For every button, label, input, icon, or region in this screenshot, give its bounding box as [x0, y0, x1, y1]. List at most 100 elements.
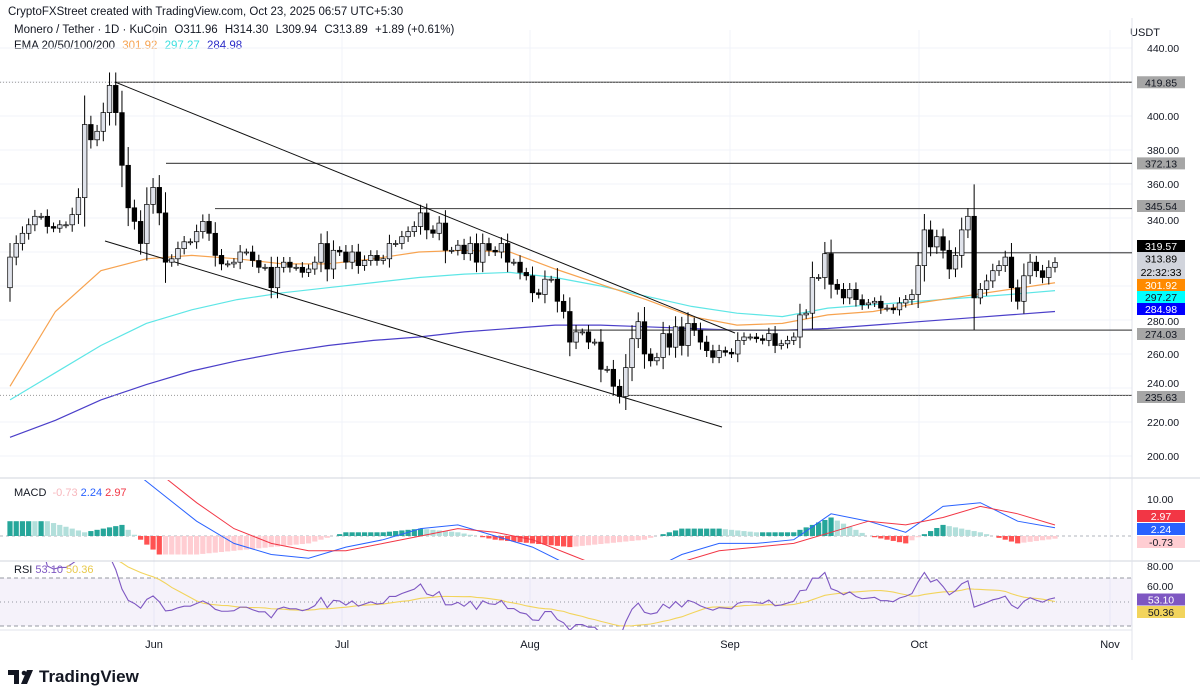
rsi-value: 53.10: [35, 564, 63, 576]
macd-histogram-bar: [131, 534, 138, 536]
macd-histogram-bar: [927, 531, 934, 536]
rsi-band: [0, 578, 1132, 626]
currency-label: USDT: [1130, 27, 1160, 39]
macd-histogram-bar: [741, 531, 747, 536]
macd-histogram-bar: [592, 536, 598, 545]
macd-histogram-bar: [82, 532, 88, 536]
symbol-legend: Monero / Tether · 1D · KuCoin O311.96 H3…: [14, 24, 458, 36]
candle-up: [623, 367, 629, 397]
candle-down: [710, 350, 716, 358]
macd-histogram-bar: [194, 536, 200, 555]
candle-up: [1027, 261, 1033, 277]
macd-histogram-bar: [343, 532, 349, 536]
last-price-label: 313.89: [1145, 254, 1177, 266]
macd-histogram-bar: [853, 529, 859, 536]
macd-histogram-bar: [1033, 536, 1039, 542]
macd-histogram-bar: [119, 524, 125, 536]
macd-histogram-bar: [735, 530, 741, 536]
candle-down: [299, 266, 306, 273]
candle-up: [983, 280, 990, 290]
candle-down: [486, 243, 492, 251]
macd-histogram-bar: [828, 517, 834, 536]
candle-up: [548, 278, 554, 281]
macd-histogram-bar: [1039, 536, 1046, 541]
macd-histogram-bar: [467, 534, 473, 536]
candle-up: [791, 336, 797, 341]
macd-histogram-bar: [977, 532, 983, 536]
macd-histogram-bar: [517, 536, 523, 543]
candle-up: [150, 187, 156, 205]
candle-up: [822, 253, 828, 278]
candle-up: [63, 224, 69, 227]
tradingview-logo[interactable]: TradingView: [8, 667, 139, 687]
candle-up: [934, 236, 940, 248]
macd-histogram-bar: [1008, 536, 1015, 542]
macd-histogram-bar: [536, 536, 542, 545]
candle-down: [691, 323, 697, 331]
macd-label[interactable]: MACD: [14, 487, 47, 499]
countdown-label: 22:32:33: [1141, 267, 1182, 279]
macd-histogram-bar: [200, 536, 206, 554]
rsi-ma-line: [119, 562, 1056, 627]
candle-down: [287, 261, 293, 268]
candle-up: [741, 336, 747, 341]
candle-up: [592, 341, 598, 344]
candle-up: [144, 204, 150, 244]
macd-histogram-bar: [505, 536, 511, 541]
candle-up: [903, 299, 909, 304]
candle-down: [324, 243, 330, 270]
candle-up: [672, 326, 679, 348]
level-price-label: 345.54: [1145, 201, 1177, 213]
macd-histogram-bar: [69, 528, 75, 536]
candle-down: [616, 385, 623, 397]
candle-up: [94, 130, 100, 141]
rsi-axis-tick: 60.00: [1147, 581, 1173, 593]
macd-signal-label: 2.97: [1151, 511, 1172, 523]
rsi-label[interactable]: RSI: [14, 564, 33, 576]
candle-up: [81, 124, 88, 198]
ema-label[interactable]: EMA 20/50/100/200: [14, 40, 116, 52]
candle-down: [44, 215, 50, 227]
level-price-label: 419.85: [1145, 77, 1177, 89]
candle-up: [19, 232, 26, 244]
candle-up: [330, 249, 337, 270]
macd-histogram-bar: [598, 536, 604, 545]
candle-down: [523, 272, 529, 277]
candle-up: [106, 85, 113, 113]
candle-up: [685, 323, 691, 346]
macd-signal-value: 2.97: [105, 487, 127, 499]
candle-up: [243, 251, 250, 254]
candle-down: [722, 350, 728, 353]
level-price-label: 235.63: [1145, 392, 1177, 404]
macd-histogram-bar: [417, 528, 424, 536]
candle-down: [206, 221, 212, 234]
candle-up: [393, 243, 399, 245]
macd-histogram-bar: [455, 532, 461, 536]
macd-histogram-bar: [225, 536, 231, 552]
rsi-ma-value-label-bg: [1137, 606, 1185, 618]
candle-down: [666, 333, 672, 348]
macd-histogram-bar: [666, 532, 672, 536]
candle-down: [585, 331, 592, 343]
candle-up: [1046, 266, 1052, 278]
macd-histogram-bar: [75, 530, 82, 536]
macd-histogram-bar: [648, 536, 654, 538]
macd-histogram-bar: [337, 534, 343, 536]
macd-histogram-bar: [567, 536, 573, 548]
level-price-label-bg: [1137, 391, 1185, 403]
macd-histogram-bar: [554, 536, 560, 546]
macd-histogram-bar: [840, 523, 847, 536]
candle-down: [119, 112, 125, 166]
macd-histogram-bar: [100, 528, 106, 536]
macd-hist-value: -0.73: [52, 487, 78, 499]
macd-histogram-bar: [772, 532, 778, 536]
candle-down: [927, 229, 934, 248]
candle-down: [355, 251, 361, 266]
ema-value-200: 284.98: [207, 40, 243, 52]
macd-histogram-bar: [816, 522, 822, 536]
candle-up: [455, 244, 461, 251]
symbol-name[interactable]: Monero / Tether · 1D · KuCoin: [14, 24, 168, 36]
macd-histogram-bar: [629, 536, 635, 541]
rsi-axis-tick: 80.00: [1147, 561, 1173, 573]
